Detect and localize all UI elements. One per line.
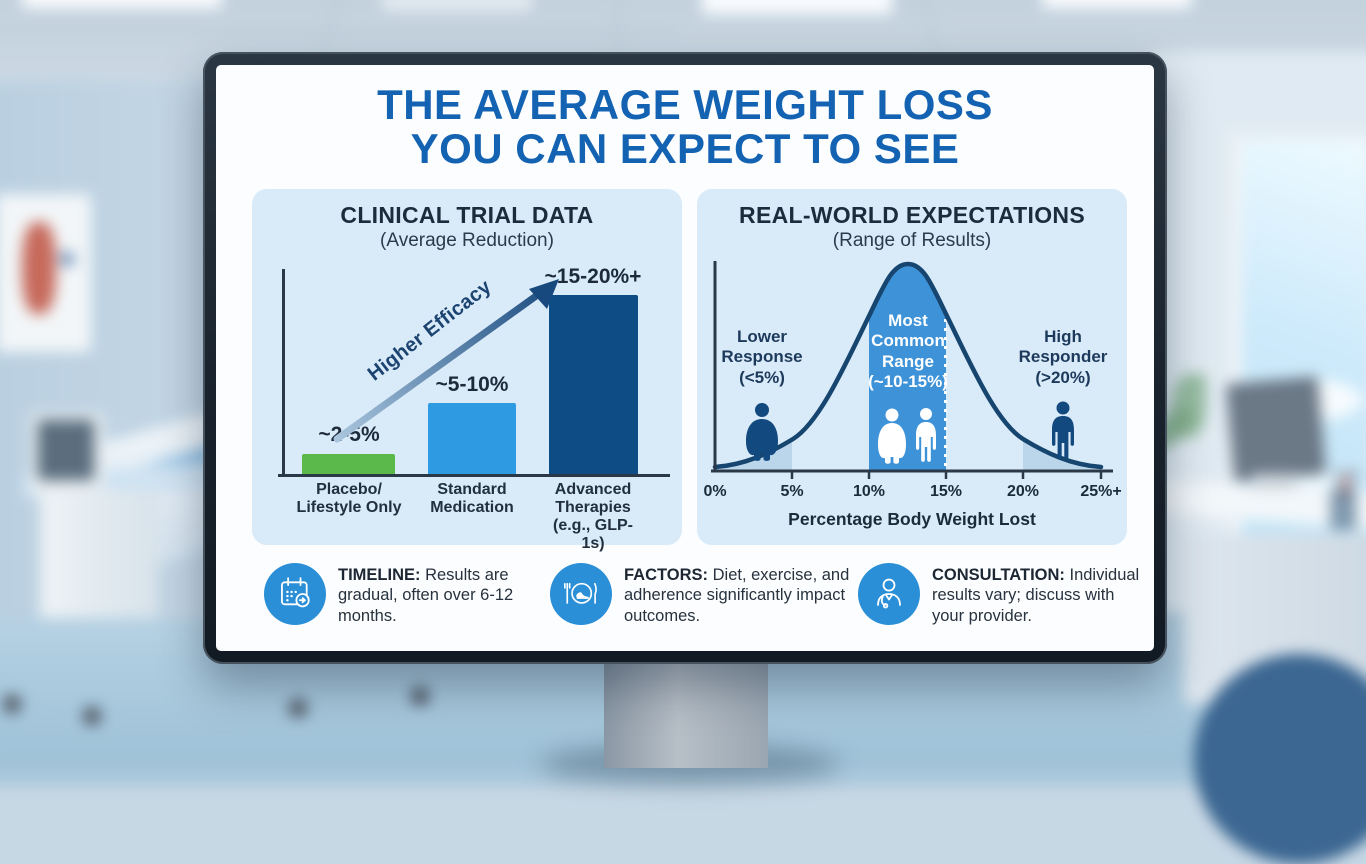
ceiling-light bbox=[1042, 0, 1192, 8]
bar-placebo bbox=[302, 454, 395, 474]
category-line: (e.g., GLP-1s) bbox=[553, 517, 633, 553]
factors-text: FACTORS: Diet, exercise, and adherence s… bbox=[624, 563, 850, 626]
high-responder-annotation: High Responder (>20%) bbox=[1019, 327, 1108, 388]
category-line: Standard bbox=[437, 481, 507, 498]
category-line: Therapies bbox=[555, 499, 631, 517]
title-line-1: THE AVERAGE WEIGHT LOSS bbox=[377, 81, 993, 128]
annotation-line: Responder bbox=[1018, 347, 1108, 367]
category-line: Placebo/ bbox=[316, 481, 382, 498]
real-world-panel: REAL-WORLD EXPECTATIONS (Range of Result… bbox=[697, 189, 1127, 545]
bar-standard-medication bbox=[428, 403, 516, 474]
ceiling-grid-line bbox=[617, 0, 619, 92]
bar-category-label: Advanced Therapies (e.g., GLP-1s) bbox=[549, 481, 638, 553]
axis-ticks bbox=[790, 471, 1103, 479]
annotation-line: Range bbox=[882, 351, 934, 371]
background-monitor bbox=[1225, 376, 1327, 482]
caster-wheel bbox=[288, 698, 308, 718]
pen-cup bbox=[1330, 490, 1356, 530]
x-tick-label: 20% bbox=[1006, 483, 1040, 500]
x-axis-label: Percentage Body Weight Lost bbox=[788, 509, 1036, 529]
infographic-screen: THE AVERAGE WEIGHT LOSS YOU CAN EXPECT T… bbox=[216, 65, 1154, 651]
bar-value-label: ~5-10% bbox=[435, 373, 509, 396]
medical-device-screen bbox=[38, 420, 94, 480]
annotation-line: Lower bbox=[736, 327, 788, 346]
category-line: Advanced bbox=[554, 481, 632, 498]
ceiling-light bbox=[702, 0, 892, 14]
annotation-line: (~10-15%) bbox=[868, 372, 948, 392]
lower-response-person-icon bbox=[746, 403, 778, 461]
annotation-line: (<5%) bbox=[739, 367, 785, 387]
x-tick-label: 25%+ bbox=[1080, 483, 1122, 500]
background-monitor-stand bbox=[1252, 474, 1296, 490]
panel-title: REAL-WORLD EXPECTATIONS bbox=[739, 202, 1085, 228]
x-tick-label: 10% bbox=[852, 483, 886, 500]
monitor: THE AVERAGE WEIGHT LOSS YOU CAN EXPECT T… bbox=[203, 52, 1167, 664]
page-title: THE AVERAGE WEIGHT LOSS YOU CAN EXPECT T… bbox=[216, 81, 1154, 173]
bar-category-label: Placebo/ Lifestyle Only bbox=[297, 481, 402, 517]
panel-title: CLINICAL TRIAL DATA bbox=[340, 202, 594, 228]
factors-item: FACTORS: Diet, exercise, and adherence s… bbox=[550, 563, 850, 626]
annotation-line: High bbox=[1044, 327, 1082, 346]
bar-advanced-therapies bbox=[549, 295, 638, 474]
timeline-item: TIMELINE: Results are gradual, often ove… bbox=[264, 563, 546, 626]
poster-detail bbox=[60, 252, 74, 266]
consultation-item: CONSULTATION: Individual results vary; d… bbox=[858, 563, 1150, 626]
most-common-range-annotation: Most Common Range (~10-15%) bbox=[868, 311, 948, 393]
caster-wheel bbox=[82, 706, 102, 726]
timeline-label: TIMELINE: bbox=[338, 566, 421, 584]
x-tick-label: 0% bbox=[703, 483, 727, 500]
caster-wheel bbox=[410, 686, 430, 706]
annotation-line: Common bbox=[871, 331, 945, 351]
x-tick-label: 5% bbox=[780, 483, 804, 500]
ceiling-grid-line bbox=[0, 30, 682, 32]
x-axis bbox=[278, 474, 670, 477]
bar-value-label: ~15-20%+ bbox=[544, 265, 642, 288]
category-line: Lifestyle Only bbox=[296, 499, 402, 517]
bar-category-label: Standard Medication bbox=[430, 481, 514, 517]
lower-response-annotation: Lower Response (<5%) bbox=[721, 327, 802, 388]
monitor-stand bbox=[604, 660, 768, 768]
factors-label: FACTORS: bbox=[624, 566, 709, 584]
diet-exercise-icon bbox=[550, 563, 612, 625]
annotation-line: Response bbox=[721, 347, 803, 367]
common-range-person-icon bbox=[916, 408, 936, 462]
panel-subtitle: (Average Reduction) bbox=[380, 230, 554, 251]
x-tick-label: 15% bbox=[929, 483, 963, 500]
consultation-text: CONSULTATION: Individual results vary; d… bbox=[932, 563, 1150, 626]
common-range-person-icon bbox=[878, 408, 906, 464]
poster-figure bbox=[22, 222, 56, 314]
y-axis bbox=[282, 269, 285, 476]
timeline-body: Results are gradual, often over 6-12 mon… bbox=[338, 566, 514, 625]
bell-curve-line bbox=[712, 261, 1104, 470]
timeline-text: TIMELINE: Results are gradual, often ove… bbox=[338, 563, 546, 626]
ceiling-light bbox=[382, 0, 532, 10]
higher-efficacy-arrow bbox=[333, 279, 559, 443]
doctor-icon bbox=[858, 563, 920, 625]
annotation-line: (>20%) bbox=[1035, 367, 1091, 387]
ceiling-light bbox=[22, 0, 222, 8]
caster-wheel bbox=[2, 694, 22, 714]
consultation-body: Individual results vary; discuss with yo… bbox=[932, 566, 1140, 625]
consultation-label: CONSULTATION: bbox=[932, 566, 1065, 584]
calendar-icon bbox=[264, 563, 326, 625]
category-line: Medication bbox=[430, 499, 514, 517]
panel-subtitle: (Range of Results) bbox=[832, 230, 992, 251]
high-responder-person-icon bbox=[1052, 401, 1074, 459]
title-line-2: YOU CAN EXPECT TO SEE bbox=[410, 125, 960, 173]
bell-curve-chart bbox=[711, 261, 1113, 479]
anatomy-poster bbox=[0, 194, 91, 352]
annotation-line: Most bbox=[888, 311, 928, 330]
factors-body: Diet, exercise, and adherence significan… bbox=[624, 566, 850, 625]
clinical-trial-panel: CLINICAL TRIAL DATA (Average Reduction) … bbox=[252, 189, 682, 552]
